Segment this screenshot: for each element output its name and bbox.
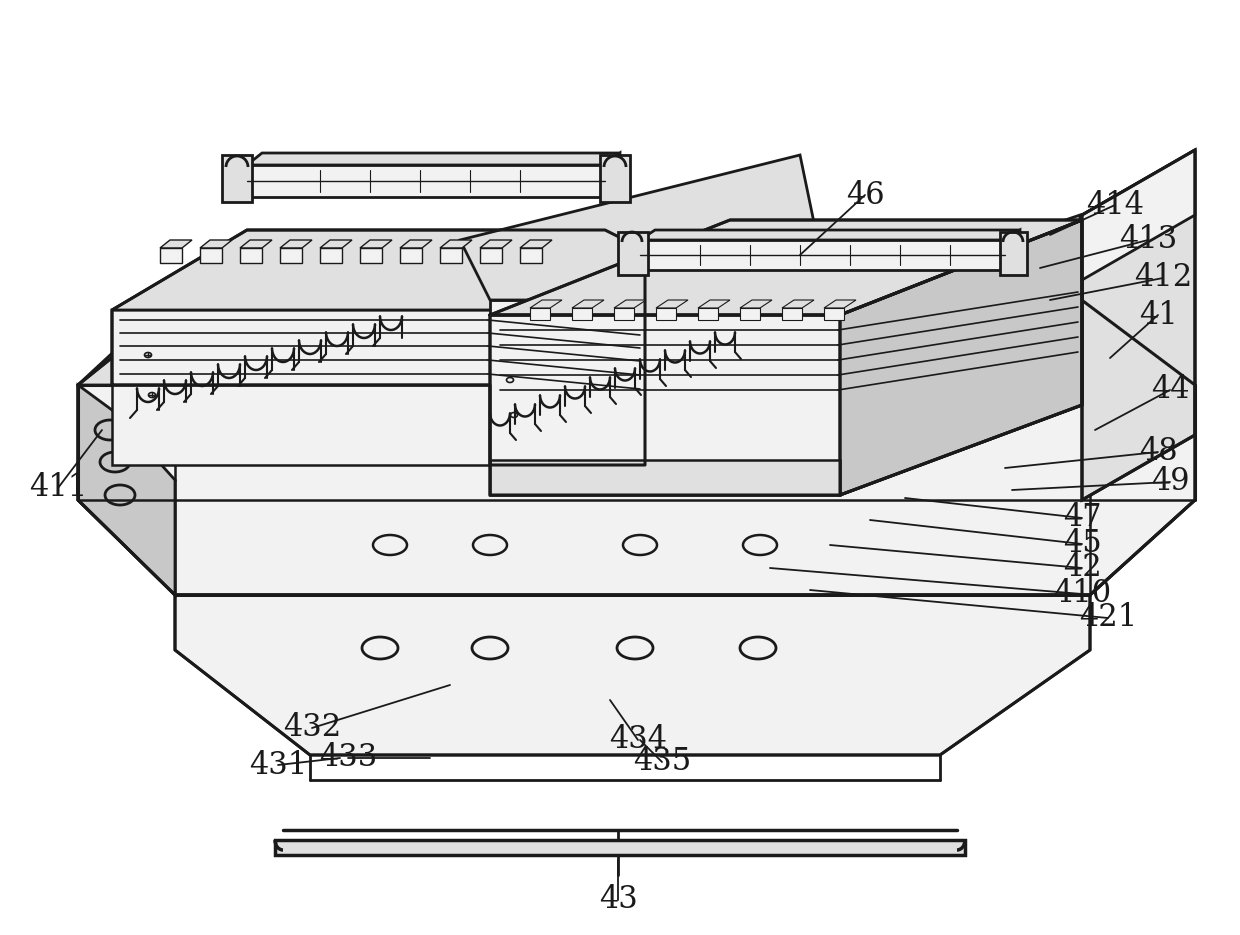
Text: 432: 432 xyxy=(283,712,341,743)
Polygon shape xyxy=(656,308,676,320)
Text: 433: 433 xyxy=(319,742,377,773)
Polygon shape xyxy=(360,240,392,248)
Polygon shape xyxy=(241,248,262,263)
Text: 413: 413 xyxy=(1118,224,1177,255)
Polygon shape xyxy=(490,220,1083,495)
Polygon shape xyxy=(572,308,591,320)
Polygon shape xyxy=(247,165,605,197)
Polygon shape xyxy=(825,300,856,308)
Text: 48: 48 xyxy=(1138,437,1177,468)
Text: 410: 410 xyxy=(1053,579,1111,610)
Polygon shape xyxy=(1004,230,1021,270)
Polygon shape xyxy=(782,308,802,320)
Polygon shape xyxy=(160,248,182,263)
Polygon shape xyxy=(618,232,649,275)
Polygon shape xyxy=(280,240,312,248)
Polygon shape xyxy=(614,300,646,308)
Polygon shape xyxy=(112,385,490,465)
Text: 434: 434 xyxy=(609,725,667,755)
Polygon shape xyxy=(160,240,192,248)
Text: 41: 41 xyxy=(1138,299,1177,330)
Text: 45: 45 xyxy=(1063,528,1101,559)
Polygon shape xyxy=(830,215,1080,490)
Text: 44: 44 xyxy=(1151,375,1189,406)
Polygon shape xyxy=(520,248,542,263)
Text: 431: 431 xyxy=(249,750,308,781)
Text: 49: 49 xyxy=(1151,467,1189,497)
Polygon shape xyxy=(572,300,604,308)
Polygon shape xyxy=(698,300,730,308)
Polygon shape xyxy=(200,248,222,263)
Text: 411: 411 xyxy=(29,472,87,504)
Polygon shape xyxy=(782,300,813,308)
Polygon shape xyxy=(78,295,1195,385)
Polygon shape xyxy=(320,240,352,248)
Text: 435: 435 xyxy=(632,746,691,778)
Polygon shape xyxy=(460,155,830,300)
Text: 43: 43 xyxy=(599,885,637,915)
Polygon shape xyxy=(480,240,512,248)
Polygon shape xyxy=(640,240,1004,270)
Text: 46: 46 xyxy=(846,180,884,210)
Polygon shape xyxy=(112,310,645,465)
Polygon shape xyxy=(614,308,634,320)
Polygon shape xyxy=(247,153,620,165)
Text: 47: 47 xyxy=(1063,502,1101,534)
Polygon shape xyxy=(401,240,432,248)
Polygon shape xyxy=(640,230,1021,240)
Text: 412: 412 xyxy=(1133,263,1192,294)
Polygon shape xyxy=(529,308,551,320)
Polygon shape xyxy=(440,248,463,263)
Polygon shape xyxy=(529,300,562,308)
Polygon shape xyxy=(241,240,272,248)
Polygon shape xyxy=(999,232,1027,275)
Polygon shape xyxy=(490,460,839,495)
Polygon shape xyxy=(401,248,422,263)
Polygon shape xyxy=(78,295,1195,595)
Polygon shape xyxy=(490,300,830,490)
Polygon shape xyxy=(222,155,252,202)
Polygon shape xyxy=(360,248,382,263)
Polygon shape xyxy=(200,240,232,248)
Polygon shape xyxy=(1083,150,1195,280)
Polygon shape xyxy=(280,248,303,263)
Polygon shape xyxy=(520,240,552,248)
Polygon shape xyxy=(605,153,620,197)
Polygon shape xyxy=(600,155,630,202)
Polygon shape xyxy=(320,248,342,263)
Polygon shape xyxy=(480,248,502,263)
Text: 42: 42 xyxy=(1063,553,1101,583)
Polygon shape xyxy=(275,840,965,855)
Polygon shape xyxy=(1083,150,1195,500)
Polygon shape xyxy=(175,595,1090,755)
Polygon shape xyxy=(440,240,472,248)
Polygon shape xyxy=(825,308,844,320)
Polygon shape xyxy=(740,300,773,308)
Text: 421: 421 xyxy=(1079,602,1137,634)
Polygon shape xyxy=(839,220,1083,495)
Polygon shape xyxy=(656,300,688,308)
Polygon shape xyxy=(78,385,175,595)
Polygon shape xyxy=(490,220,1083,315)
Text: 414: 414 xyxy=(1086,190,1145,221)
Polygon shape xyxy=(740,308,760,320)
Polygon shape xyxy=(698,308,718,320)
Polygon shape xyxy=(112,230,645,310)
